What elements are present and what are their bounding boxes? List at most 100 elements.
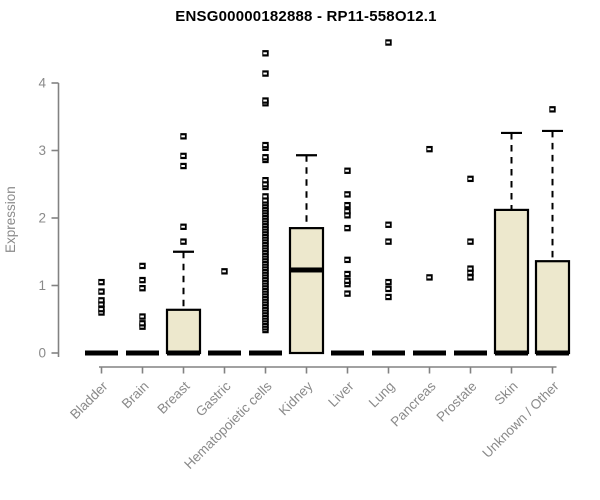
median-line <box>495 350 528 356</box>
outlier-point-dash <box>263 156 267 159</box>
outlier-point-dash <box>181 135 185 138</box>
outlier-point-dash <box>263 144 267 147</box>
outlier-point-dash <box>468 267 472 270</box>
outlier-point-dash <box>263 72 267 75</box>
median-line <box>208 350 241 356</box>
outlier-point-dash <box>181 240 185 243</box>
x-tick-label: Prostate <box>433 379 479 425</box>
outlier-point-dash <box>386 295 390 298</box>
chart-title: ENSG00000182888 - RP11-558O12.1 <box>175 8 437 25</box>
y-tick-label: 0 <box>38 346 46 361</box>
outlier-point-dash <box>99 303 103 306</box>
outlier-point-dash <box>386 223 390 226</box>
outlier-point-dash <box>345 169 349 172</box>
median-line <box>85 350 118 356</box>
x-tick-label: Brain <box>119 379 152 412</box>
outlier-point-dash <box>345 193 349 196</box>
outlier-point-dash <box>99 281 103 284</box>
outlier-point-dash <box>386 287 390 290</box>
median-line <box>167 350 200 356</box>
outlier-point-dash <box>263 183 267 186</box>
median-line <box>126 350 159 356</box>
outlier-point-dash <box>345 214 349 217</box>
box-rect <box>534 260 571 355</box>
outlier-point-dash <box>140 315 144 318</box>
outlier-point-dash <box>427 148 431 151</box>
outlier-point-dash <box>263 52 267 55</box>
y-tick-label: 2 <box>38 211 46 226</box>
x-tick-label: Pancreas <box>388 378 439 429</box>
outlier-point-dash <box>222 270 226 273</box>
outlier-point-dash <box>263 199 267 202</box>
outlier-point-dash <box>99 308 103 311</box>
outlier-point-dash <box>140 264 144 267</box>
x-tick-label: Gastric <box>193 378 234 419</box>
outlier-point-dash <box>345 210 349 213</box>
x-tick-label: Breast <box>154 378 192 416</box>
outlier-point-dash <box>345 279 349 282</box>
y-tick-label: 1 <box>38 278 46 293</box>
median-line <box>290 267 323 273</box>
outlier-point-dash <box>345 292 349 295</box>
median-line <box>413 350 446 356</box>
outlier-point-dash <box>99 290 103 293</box>
outlier-point-dash <box>181 225 185 228</box>
outlier-point-dash <box>345 227 349 230</box>
box-liver <box>331 167 364 356</box>
median-line <box>331 350 364 356</box>
box-rect <box>288 227 325 355</box>
outlier-point-dash <box>468 177 472 180</box>
outlier-point-dash <box>181 154 185 157</box>
outlier-point-dash <box>263 195 267 198</box>
box-pancreas <box>413 145 446 356</box>
median-line <box>454 350 487 356</box>
y-tick-label: 4 <box>38 76 46 91</box>
outlier-point-dash <box>140 287 144 290</box>
outlier-point-dash <box>468 271 472 274</box>
outlier-point-dash <box>263 179 267 182</box>
box-brain <box>126 262 159 356</box>
outlier-point-dash <box>386 240 390 243</box>
outlier-point-dash <box>550 108 554 111</box>
outlier-point-dash <box>263 99 267 102</box>
x-tick-label: Kidney <box>276 378 316 418</box>
outlier-point-dash <box>140 279 144 282</box>
outlier-point-dash <box>140 322 144 325</box>
median-line <box>372 350 405 356</box>
x-tick-label: Skin <box>491 379 520 408</box>
box-rect <box>493 208 530 355</box>
box-breast <box>165 133 202 356</box>
outlier-point-dash <box>140 325 144 328</box>
outlier-point-dash <box>99 299 103 302</box>
x-tick-label: Lung <box>366 379 398 411</box>
box-rect <box>165 308 202 355</box>
box-kidney <box>288 154 325 355</box>
median-line <box>536 350 569 356</box>
outlier-point-dash <box>345 258 349 261</box>
outlier-point-dash <box>427 276 431 279</box>
outlier-point-dash <box>345 273 349 276</box>
median-line <box>249 350 282 356</box>
box-gastric <box>208 268 241 356</box>
outlier-point-dash <box>386 281 390 284</box>
outlier-point-dash <box>99 311 103 314</box>
outlier-point-dash <box>468 276 472 279</box>
outlier-point-dash <box>468 240 472 243</box>
y-tick-label: 3 <box>38 143 46 158</box>
x-tick-label: Unknown / Other <box>479 378 562 461</box>
y-axis: 0 1 2 3 4 <box>38 76 60 361</box>
outlier-point-dash <box>181 165 185 168</box>
box-lung <box>372 39 405 356</box>
x-tick-label: Bladder <box>67 378 111 422</box>
box-skin <box>493 131 530 356</box>
outlier-point-dash <box>386 41 390 44</box>
outlier-point-dash <box>345 283 349 286</box>
box-unknown-other <box>534 106 571 356</box>
box-hematopoietic-cells <box>249 50 282 356</box>
x-tick-label: Liver <box>325 378 357 410</box>
outlier-point-dash <box>345 204 349 207</box>
box-prostate <box>454 175 487 356</box>
box-bladder <box>85 278 118 356</box>
